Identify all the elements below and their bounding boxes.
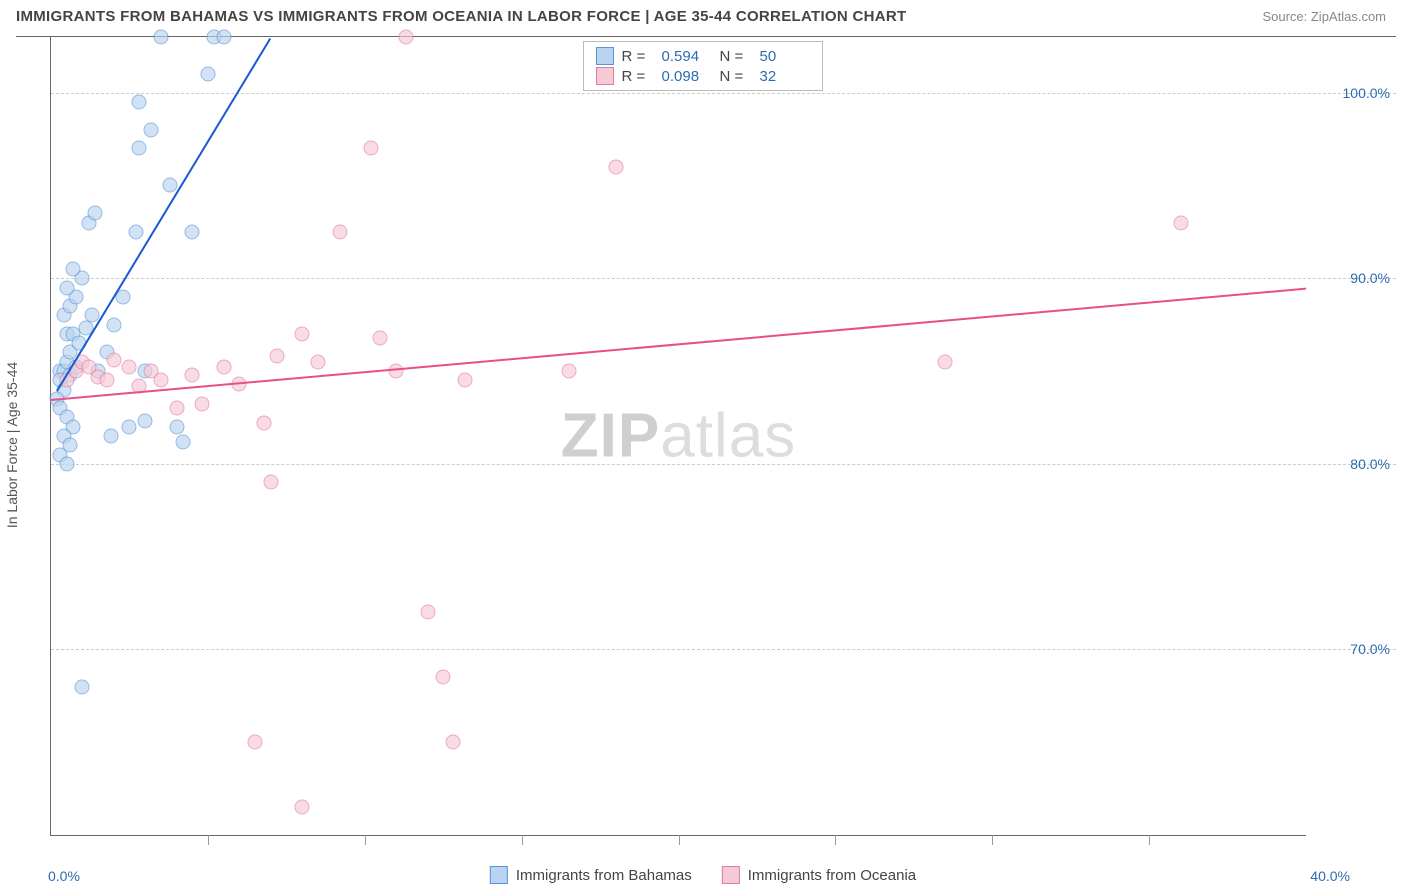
data-point	[445, 735, 460, 750]
correlation-legend: R = 0.594 N = 50 R = 0.098 N = 32	[583, 41, 823, 91]
data-point	[216, 30, 231, 45]
plot-area: ZIPatlas R =0.594N =50R =0.098N =32 70.0…	[50, 37, 1306, 836]
data-point	[131, 141, 146, 156]
data-point	[122, 419, 137, 434]
data-point	[153, 30, 168, 45]
data-point	[398, 30, 413, 45]
data-point	[420, 605, 435, 620]
legend-r-value: 0.098	[662, 68, 712, 85]
data-point	[59, 456, 74, 471]
data-point	[59, 280, 74, 295]
legend-r-value: 0.594	[662, 48, 712, 65]
data-point	[1173, 215, 1188, 230]
legend-label: Immigrants from Bahamas	[516, 867, 692, 884]
legend-item: Immigrants from Oceania	[722, 866, 916, 884]
trend-line	[51, 288, 1306, 401]
data-point	[138, 414, 153, 429]
watermark-atlas: atlas	[660, 402, 796, 471]
data-point	[458, 373, 473, 388]
data-point	[100, 373, 115, 388]
gridline-vertical	[522, 835, 523, 845]
data-point	[608, 159, 623, 174]
gridline-horizontal	[51, 464, 1396, 465]
data-point	[332, 224, 347, 239]
y-tick-label: 80.0%	[1350, 456, 1390, 472]
chart-container: In Labor Force | Age 35-44 ZIPatlas R =0…	[16, 36, 1396, 852]
gridline-vertical	[679, 835, 680, 845]
data-point	[122, 360, 137, 375]
x-axis-min-label: 0.0%	[48, 868, 80, 884]
y-tick-label: 90.0%	[1350, 270, 1390, 286]
data-point	[103, 429, 118, 444]
data-point	[153, 373, 168, 388]
data-point	[194, 397, 209, 412]
data-point	[938, 354, 953, 369]
data-point	[106, 317, 121, 332]
legend-n-value: 50	[760, 48, 810, 65]
data-point	[200, 67, 215, 82]
data-point	[561, 364, 576, 379]
data-point	[175, 434, 190, 449]
data-point	[65, 261, 80, 276]
gridline-vertical	[365, 835, 366, 845]
y-tick-label: 70.0%	[1350, 641, 1390, 657]
data-point	[257, 416, 272, 431]
gridline-vertical	[208, 835, 209, 845]
legend-n-label: N =	[720, 68, 752, 85]
data-point	[389, 364, 404, 379]
data-point	[310, 354, 325, 369]
legend-row: R = 0.098 N = 32	[596, 66, 810, 86]
data-point	[295, 800, 310, 815]
legend-r-label: R =	[622, 48, 654, 65]
data-point	[373, 330, 388, 345]
data-point	[87, 206, 102, 221]
y-axis-label: In Labor Force | Age 35-44	[4, 361, 20, 527]
data-point	[144, 122, 159, 137]
data-point	[169, 419, 184, 434]
chart-title: IMMIGRANTS FROM BAHAMAS VS IMMIGRANTS FR…	[16, 8, 906, 25]
legend-n-value: 32	[760, 68, 810, 85]
legend-r-label: R =	[622, 68, 654, 85]
legend-swatch	[596, 47, 614, 65]
data-point	[75, 679, 90, 694]
gridline-horizontal	[51, 93, 1396, 94]
legend-item: Immigrants from Bahamas	[490, 866, 692, 884]
series-legend: Immigrants from Bahamas Immigrants from O…	[490, 866, 916, 884]
data-point	[185, 224, 200, 239]
watermark-zip: ZIP	[561, 402, 660, 471]
data-point	[131, 94, 146, 109]
data-point	[247, 735, 262, 750]
legend-swatch	[490, 866, 508, 884]
source-attribution: Source: ZipAtlas.com	[1262, 9, 1386, 24]
legend-swatch	[722, 866, 740, 884]
gridline-vertical	[992, 835, 993, 845]
gridline-vertical	[835, 835, 836, 845]
data-point	[263, 475, 278, 490]
gridline-horizontal	[51, 649, 1396, 650]
data-point	[436, 670, 451, 685]
data-point	[169, 401, 184, 416]
data-point	[295, 326, 310, 341]
data-point	[128, 224, 143, 239]
legend-label: Immigrants from Oceania	[748, 867, 916, 884]
gridline-vertical	[1149, 835, 1150, 845]
data-point	[185, 367, 200, 382]
y-tick-label: 100.0%	[1343, 85, 1390, 101]
watermark: ZIPatlas	[561, 401, 796, 472]
legend-row: R = 0.594 N = 50	[596, 46, 810, 66]
data-point	[269, 349, 284, 364]
data-point	[106, 352, 121, 367]
gridline-horizontal	[51, 278, 1396, 279]
legend-swatch	[596, 67, 614, 85]
data-point	[216, 360, 231, 375]
data-point	[364, 141, 379, 156]
legend-n-label: N =	[720, 48, 752, 65]
x-axis-max-label: 40.0%	[1310, 868, 1350, 884]
